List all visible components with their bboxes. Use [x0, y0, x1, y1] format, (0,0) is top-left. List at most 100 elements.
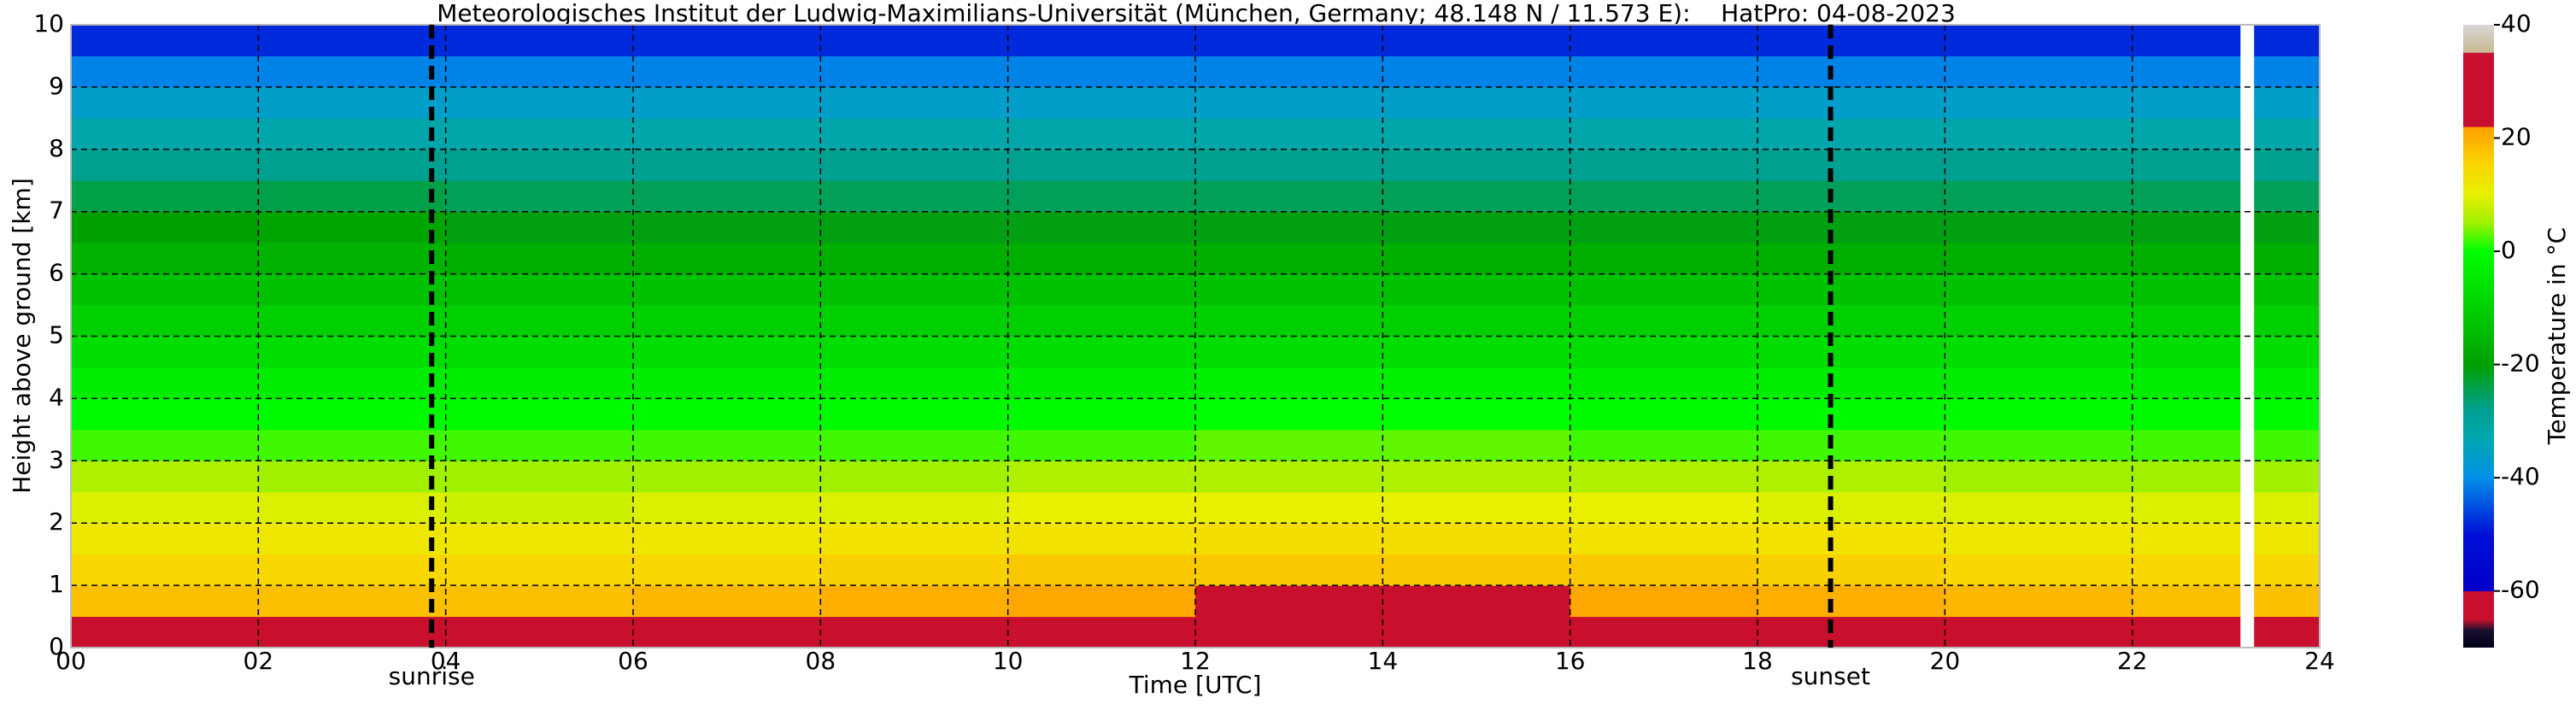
y-tick-label: 6 — [49, 259, 64, 287]
heatmap-cell — [2132, 25, 2241, 56]
heatmap-cell — [445, 367, 634, 399]
heatmap-cell — [1007, 211, 1196, 243]
heatmap-cell — [1007, 585, 1196, 618]
heatmap-cell — [445, 273, 634, 306]
x-tick-label: 00 — [56, 647, 86, 675]
heatmap-cell — [258, 367, 447, 399]
heatmap-cell — [1007, 429, 1196, 461]
heatmap-cell — [258, 616, 447, 648]
heatmap-cell — [2132, 429, 2241, 461]
heatmap-cell — [633, 429, 821, 461]
heatmap-cell — [1570, 56, 1758, 88]
heatmap-cell — [1570, 86, 1758, 119]
heatmap-cell — [1007, 86, 1196, 119]
heatmap-cell — [1382, 367, 1571, 399]
colorbar-tick-label: -60 — [2501, 576, 2540, 604]
y-tick-label: 7 — [49, 197, 64, 225]
heatmap-cell — [445, 180, 634, 213]
heatmap-cell — [2132, 616, 2241, 648]
heatmap-cell — [2254, 554, 2321, 586]
heatmap-cell — [1945, 149, 2133, 181]
heatmap-cell — [71, 273, 259, 306]
heatmap-cell — [1757, 491, 1945, 524]
heatmap-cell — [1570, 211, 1758, 243]
heatmap-cell — [820, 461, 1009, 493]
heatmap-cell — [1007, 398, 1196, 431]
heatmap-cell — [445, 25, 634, 56]
heatmap-cell — [633, 25, 821, 56]
heatmap-cell — [1195, 398, 1383, 431]
heatmap-cell — [1007, 336, 1196, 368]
heatmap-cell — [1570, 523, 1758, 555]
heatmap-cell — [1570, 273, 1758, 306]
heatmap-cell — [1570, 585, 1758, 618]
heatmap-cell — [1570, 429, 1758, 461]
heatmap-cell — [1195, 336, 1383, 368]
heatmap-cell — [2132, 523, 2241, 555]
heatmap-cell — [258, 211, 447, 243]
heatmap-cell — [820, 56, 1009, 88]
heatmap-cell — [1945, 243, 2133, 275]
heatmap-cell — [445, 336, 634, 368]
x-tick-label: 14 — [1368, 647, 1399, 675]
heatmap-cell — [1570, 180, 1758, 213]
heatmap-cell — [1007, 243, 1196, 275]
heatmap-cell — [633, 180, 821, 213]
heatmap-cell — [633, 273, 821, 306]
heatmap-cell — [633, 336, 821, 368]
heatmap-cell — [445, 56, 634, 88]
heatmap-cell — [445, 491, 634, 524]
heatmap-cell — [1195, 616, 1383, 648]
heatmap-cell — [820, 398, 1009, 431]
heatmap-cell — [633, 585, 821, 618]
x-tick-label: 24 — [2304, 647, 2335, 675]
heatmap-cell — [71, 585, 259, 618]
x-tick-label: 02 — [244, 647, 274, 675]
heatmap-cell — [258, 243, 447, 275]
heatmap-cell — [1757, 118, 1945, 150]
heatmap-cell — [258, 149, 447, 181]
heatmap-cell — [1007, 523, 1196, 555]
heatmap-cell — [1382, 461, 1571, 493]
heatmap-cell — [633, 86, 821, 119]
heatmap-cell — [71, 491, 259, 524]
heatmap-cell — [633, 523, 821, 555]
heatmap-cell — [445, 118, 634, 150]
colorbar — [2463, 25, 2494, 648]
heatmap-cell — [820, 616, 1009, 648]
heatmap-cell — [2254, 585, 2321, 618]
heatmap-cell — [71, 554, 259, 586]
heatmap-cell — [1757, 86, 1945, 119]
heatmap-cell — [1382, 336, 1571, 368]
heatmap-cell — [71, 56, 259, 88]
heatmap-cell — [1007, 554, 1196, 586]
heatmap-cell — [258, 554, 447, 586]
heatmap-cell — [820, 180, 1009, 213]
x-tick-label: 22 — [2117, 647, 2148, 675]
heatmap-cell — [1195, 523, 1383, 555]
heatmap-cell — [633, 211, 821, 243]
heatmap-cell — [2132, 336, 2241, 368]
heatmap-cell — [1007, 180, 1196, 213]
annotation-label: sunset — [1791, 662, 1870, 690]
heatmap-cell — [633, 461, 821, 493]
heatmap-cell — [1570, 461, 1758, 493]
heatmap-cell — [1945, 118, 2133, 150]
heatmap-cell — [2254, 367, 2321, 399]
heatmap-cell — [1570, 367, 1758, 399]
heatmap-cell — [1195, 56, 1383, 88]
heatmap-cell — [1570, 25, 1758, 56]
heatmap-cell — [1382, 56, 1571, 88]
x-axis-label: Time [UTC] — [1129, 671, 1262, 699]
heatmap-cell — [1757, 616, 1945, 648]
x-tick-label: 16 — [1555, 647, 1586, 675]
heatmap-cell — [445, 585, 634, 618]
y-tick-label: 5 — [49, 321, 64, 349]
colorbar-tick-label: -20 — [2501, 349, 2540, 378]
heatmap-cell — [258, 56, 447, 88]
heatmap-cell — [2132, 273, 2241, 306]
heatmap-cell — [1007, 273, 1196, 306]
heatmap-cell — [1195, 273, 1383, 306]
heatmap-cell — [820, 429, 1009, 461]
